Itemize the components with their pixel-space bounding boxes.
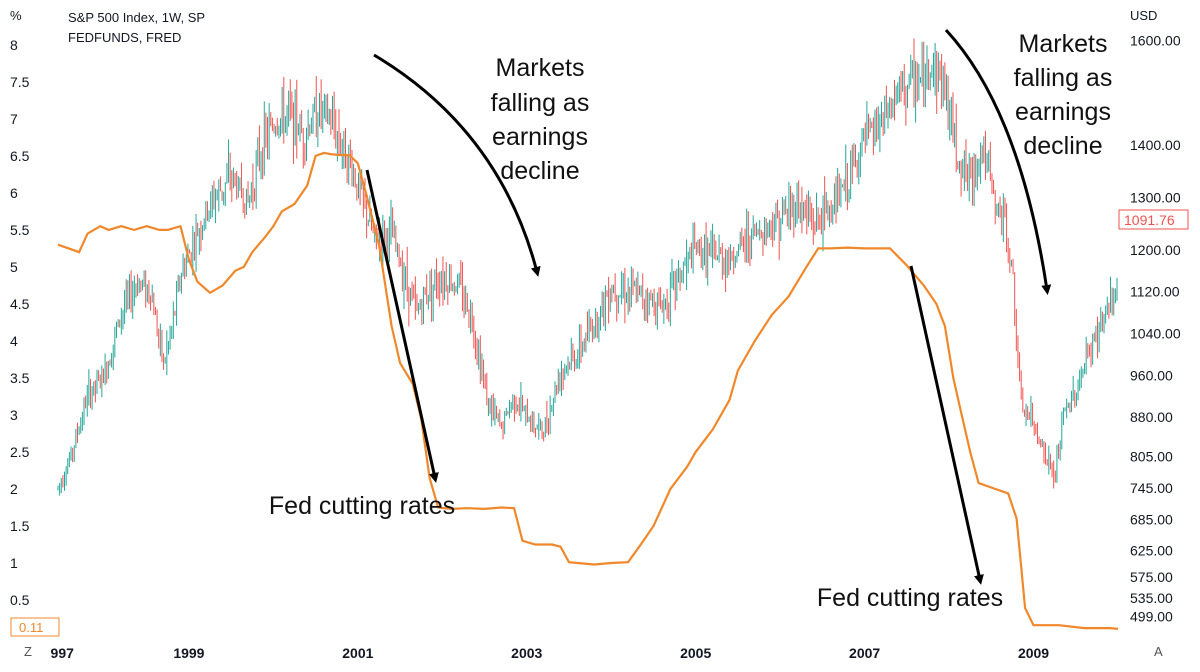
left-tick-label: 0.5 bbox=[10, 592, 30, 608]
left-tick-label: 4.5 bbox=[10, 296, 30, 312]
price-candles bbox=[57, 38, 1118, 496]
legend-sp500[interactable]: S&P 500 Index, 1W, SP bbox=[68, 10, 205, 25]
annotation-fed-1: Fed cutting rates bbox=[269, 492, 455, 520]
right-axis-unit: USD bbox=[1130, 8, 1157, 23]
right-tick-label: 1600.00 bbox=[1130, 32, 1181, 48]
arrow-fed-1 bbox=[365, 169, 439, 483]
left-tick-label: 8 bbox=[10, 37, 18, 53]
right-tick-label: 1400.00 bbox=[1130, 137, 1181, 153]
right-tick-label: 625.00 bbox=[1130, 543, 1173, 559]
right-tick-label: 499.00 bbox=[1130, 609, 1173, 625]
right-tick-label: 1300.00 bbox=[1130, 189, 1181, 205]
zoom-control[interactable]: Z bbox=[18, 641, 40, 661]
right-tick-label: 685.00 bbox=[1130, 511, 1173, 527]
annotation-markets-1-line-1: Markets bbox=[496, 54, 585, 82]
left-tick-label: 5.5 bbox=[10, 222, 30, 238]
annotation-markets-1-line-2: falling as bbox=[491, 89, 590, 117]
x-tick-label: 2003 bbox=[511, 645, 542, 661]
left-tick-label: 1.5 bbox=[10, 518, 30, 534]
left-tick-label: 6.5 bbox=[10, 148, 30, 164]
arrow-fed-2 bbox=[909, 265, 984, 585]
zoom-control-label: Z bbox=[24, 644, 32, 659]
left-tick-label: 3 bbox=[10, 407, 18, 423]
left-axis-unit: % bbox=[10, 8, 22, 23]
last-price-value: 1091.76 bbox=[1124, 212, 1175, 228]
x-tick-label: 2009 bbox=[1018, 645, 1049, 661]
left-tick-label: 7 bbox=[10, 111, 18, 127]
fed-last-value: 0.11 bbox=[19, 620, 43, 635]
right-tick-label: 1200.00 bbox=[1130, 242, 1181, 258]
right-tick-label: 745.00 bbox=[1130, 480, 1173, 496]
right-tick-label: 1040.00 bbox=[1130, 326, 1181, 342]
left-tick-label: 5 bbox=[10, 259, 18, 275]
arrow-markets-2 bbox=[944, 28, 1052, 295]
left-tick-label: 2 bbox=[10, 481, 18, 497]
right-axis: 1600.00 1400.00 1300.00 1200.00 1120.00 1040.… bbox=[1130, 32, 1181, 624]
left-tick-label: 6 bbox=[10, 185, 18, 201]
annotation-markets-2-line-2: falling as bbox=[1014, 64, 1113, 92]
last-price-badge: 1091.76 bbox=[1118, 209, 1189, 230]
right-tick-label: 960.00 bbox=[1130, 367, 1173, 383]
right-tick-label: 880.00 bbox=[1130, 409, 1173, 425]
arrow-markets-1 bbox=[373, 53, 541, 277]
x-tick-label: 2007 bbox=[849, 645, 880, 661]
left-axis: 8 7.5 7 6.5 6 5.5 5 4.5 4 3.5 3 2.5 2 1.5 1 0.5 bbox=[10, 37, 30, 608]
annotation-markets-2-line-1: Markets bbox=[1019, 30, 1108, 58]
left-tick-label: 3.5 bbox=[10, 370, 30, 386]
right-tick-label: 535.00 bbox=[1130, 590, 1173, 606]
right-tick-label: 575.00 bbox=[1130, 569, 1173, 585]
fedfunds-series-line bbox=[57, 151, 1119, 630]
auto-scale-control-label: A bbox=[1154, 644, 1163, 659]
annotation-markets-2-line-3: earnings bbox=[1015, 98, 1111, 126]
right-tick-label: 1120.00 bbox=[1130, 284, 1180, 300]
auto-scale-control[interactable]: A bbox=[1148, 641, 1170, 661]
annotation-markets-2-line-4: decline bbox=[1023, 132, 1102, 160]
annotation-fed-2: Fed cutting rates bbox=[817, 584, 1003, 612]
x-axis: 997 1999 2001 2003 2005 2007 2009 bbox=[51, 645, 1050, 661]
fed-last-badge: 0.11 bbox=[10, 617, 60, 637]
annotation-markets-1-line-3: earnings bbox=[492, 123, 588, 151]
x-tick-label: 1999 bbox=[173, 645, 204, 661]
legend-fedfunds[interactable]: FEDFUNDS, FRED bbox=[68, 30, 181, 45]
left-tick-label: 4 bbox=[10, 333, 18, 349]
left-tick-label: 2.5 bbox=[10, 444, 30, 460]
x-tick-label: 997 bbox=[51, 645, 75, 661]
left-tick-label: 1 bbox=[10, 555, 18, 571]
left-tick-label: 7.5 bbox=[10, 74, 30, 90]
right-tick-label: 805.00 bbox=[1130, 448, 1173, 464]
x-tick-label: 2001 bbox=[342, 645, 373, 661]
x-tick-label: 2005 bbox=[680, 645, 711, 661]
annotation-markets-1-line-4: decline bbox=[500, 157, 579, 185]
